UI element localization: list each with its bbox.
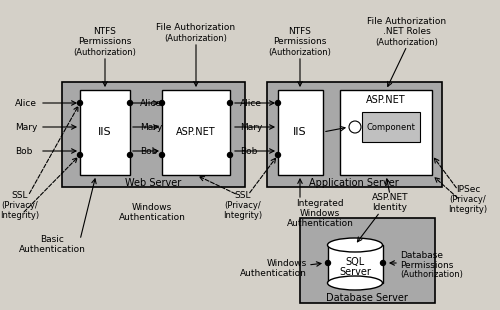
Text: SSL: SSL xyxy=(235,192,252,201)
Circle shape xyxy=(160,100,164,105)
Text: Identity: Identity xyxy=(372,203,408,212)
Bar xyxy=(267,82,442,187)
Text: NTFS: NTFS xyxy=(94,28,116,37)
Text: .NET Roles: .NET Roles xyxy=(383,28,431,37)
Text: SSL: SSL xyxy=(12,192,28,201)
Text: Windows: Windows xyxy=(300,209,340,218)
Ellipse shape xyxy=(328,276,382,290)
Text: (Authorization): (Authorization) xyxy=(400,271,463,280)
Text: (Privacy/: (Privacy/ xyxy=(224,202,262,210)
Text: ASP.NET: ASP.NET xyxy=(366,95,406,105)
Text: Application Server: Application Server xyxy=(309,178,399,188)
Text: (Authorization): (Authorization) xyxy=(74,47,136,56)
Bar xyxy=(162,90,230,175)
Text: Windows: Windows xyxy=(132,203,172,212)
Circle shape xyxy=(380,260,386,265)
Text: Mary: Mary xyxy=(240,122,262,131)
Text: (Privacy/: (Privacy/ xyxy=(450,196,486,205)
Text: Permissions: Permissions xyxy=(400,260,454,269)
Text: Bob: Bob xyxy=(15,147,32,156)
Bar xyxy=(300,218,435,303)
Circle shape xyxy=(326,260,330,265)
Text: Basic: Basic xyxy=(40,236,64,245)
Text: Authentication: Authentication xyxy=(286,219,354,228)
Text: Bob: Bob xyxy=(240,147,258,156)
Bar xyxy=(340,90,432,175)
Text: ASP.NET: ASP.NET xyxy=(176,127,216,137)
Bar xyxy=(328,245,383,283)
Circle shape xyxy=(128,100,132,105)
Text: (Authorization): (Authorization) xyxy=(164,33,228,42)
Text: IPSec: IPSec xyxy=(456,185,480,194)
Bar xyxy=(62,82,245,187)
Circle shape xyxy=(228,100,232,105)
Text: (Authorization): (Authorization) xyxy=(268,47,332,56)
Circle shape xyxy=(78,100,82,105)
Text: Alice: Alice xyxy=(15,99,37,108)
Text: Bob: Bob xyxy=(140,147,158,156)
Text: Permissions: Permissions xyxy=(274,38,326,46)
Text: Database Server: Database Server xyxy=(326,293,408,303)
Text: Authentication: Authentication xyxy=(18,246,86,255)
Circle shape xyxy=(276,100,280,105)
Text: Web Server: Web Server xyxy=(125,178,181,188)
Text: (Privacy/: (Privacy/ xyxy=(2,202,38,210)
Text: Integrity): Integrity) xyxy=(0,210,40,219)
Text: Integrated: Integrated xyxy=(296,198,344,207)
Text: Alice: Alice xyxy=(140,99,162,108)
Bar xyxy=(362,112,420,142)
Text: Integrity): Integrity) xyxy=(448,205,488,214)
Circle shape xyxy=(276,153,280,157)
Text: Permissions: Permissions xyxy=(78,38,132,46)
Text: Mary: Mary xyxy=(15,122,38,131)
Text: File Authorization: File Authorization xyxy=(368,17,446,26)
Text: Authentication: Authentication xyxy=(240,268,307,277)
Text: (Authorization): (Authorization) xyxy=(376,38,438,46)
Circle shape xyxy=(228,153,232,157)
Text: SQL: SQL xyxy=(346,257,364,267)
Text: Integrity): Integrity) xyxy=(224,210,262,219)
Text: Windows: Windows xyxy=(267,259,307,268)
Text: Alice: Alice xyxy=(240,99,262,108)
Ellipse shape xyxy=(328,238,382,252)
Bar xyxy=(278,90,323,175)
Text: ASP.NET: ASP.NET xyxy=(372,193,408,202)
Text: File Authorization: File Authorization xyxy=(156,24,236,33)
Text: Database: Database xyxy=(400,250,443,259)
Text: Authentication: Authentication xyxy=(118,214,186,223)
Circle shape xyxy=(160,153,164,157)
Text: NTFS: NTFS xyxy=(288,28,312,37)
Text: Component: Component xyxy=(366,122,416,131)
Circle shape xyxy=(349,121,361,133)
Bar xyxy=(80,90,130,175)
Text: Mary: Mary xyxy=(140,122,162,131)
Circle shape xyxy=(78,153,82,157)
Text: IIS: IIS xyxy=(293,127,307,137)
Circle shape xyxy=(128,153,132,157)
Text: Server: Server xyxy=(339,267,371,277)
Text: IIS: IIS xyxy=(98,127,112,137)
